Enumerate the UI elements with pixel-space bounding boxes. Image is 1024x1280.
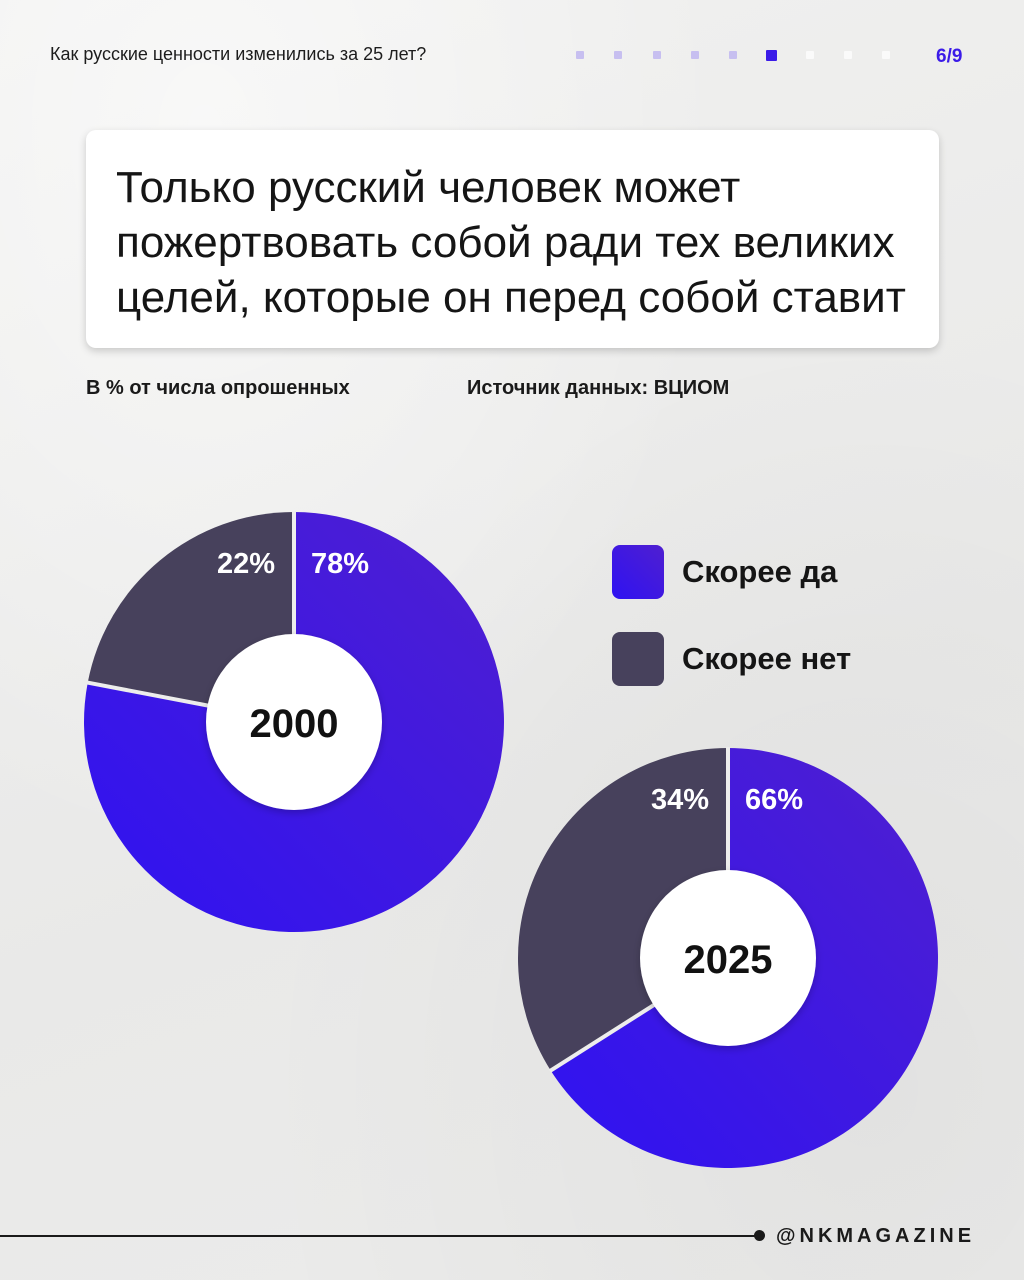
data-label-no: 34% <box>651 784 709 816</box>
progress-dot <box>690 51 699 59</box>
progress-dot <box>805 51 814 59</box>
progress-dot <box>614 51 623 59</box>
legend-swatch-no <box>612 632 664 686</box>
progress-dot <box>844 51 853 59</box>
unit-note: В % от числа опрошенных <box>86 377 350 399</box>
page-progress-dots <box>576 49 896 63</box>
legend-label-no: Скорее нет <box>682 641 852 676</box>
data-label-no: 22% <box>217 548 275 580</box>
progress-dot <box>652 51 661 59</box>
page-indicator: 6/9 <box>936 46 963 67</box>
series-title: Как русские ценности изменились за 25 ле… <box>50 44 427 64</box>
donut-hole <box>640 870 816 1046</box>
progress-dot <box>882 51 891 59</box>
data-label-yes: 78% <box>311 548 369 580</box>
footer-rule-dot <box>754 1230 765 1241</box>
donut-chart-2000: 2000 78% 22% <box>83 511 505 933</box>
magazine-handle: @NKMAGAZINE <box>776 1225 976 1247</box>
legend-label-yes: Скорее да <box>682 554 838 589</box>
footer-rule <box>0 1235 756 1237</box>
progress-dot <box>729 51 738 59</box>
data-source: Источник данных: ВЦИОМ <box>467 377 730 399</box>
title-card: Только русский человек может пожертвоват… <box>86 130 939 348</box>
progress-dot-current <box>766 49 777 61</box>
data-label-yes: 66% <box>745 784 803 816</box>
legend-swatch-yes <box>612 545 664 599</box>
donut-year-label: 2000 <box>250 702 339 746</box>
donut-hole <box>206 634 382 810</box>
slide-title: Только русский человек может пожертвоват… <box>116 163 906 322</box>
donut-chart-2025: 2025 66% 34% <box>518 747 938 1168</box>
progress-dot <box>576 51 584 59</box>
legend-item-no: Скорее нет <box>612 632 912 686</box>
donut-year-label: 2025 <box>684 938 773 982</box>
legend-item-yes: Скорее да <box>612 545 912 599</box>
